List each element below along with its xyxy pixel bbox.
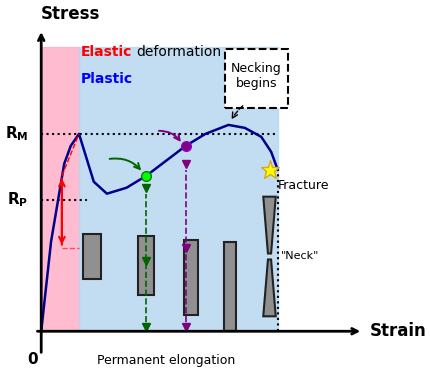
Text: Fracture: Fracture <box>277 179 329 192</box>
Bar <box>183 240 197 315</box>
Text: Stress: Stress <box>41 5 100 23</box>
Text: Permanent elongation: Permanent elongation <box>97 354 235 367</box>
Bar <box>79 47 277 331</box>
Bar <box>83 234 101 279</box>
FancyBboxPatch shape <box>224 49 287 108</box>
Polygon shape <box>263 197 275 254</box>
Polygon shape <box>263 260 275 316</box>
Text: Plastic: Plastic <box>81 72 133 86</box>
Bar <box>223 242 236 331</box>
Bar <box>138 236 154 295</box>
Text: Elastic: Elastic <box>81 45 132 59</box>
Text: Strain: Strain <box>369 322 425 340</box>
Text: deformation: deformation <box>136 45 221 59</box>
Text: $\mathbf{R_M}$: $\mathbf{R_M}$ <box>5 125 28 143</box>
Bar <box>41 47 79 331</box>
Text: "Neck": "Neck" <box>280 251 318 261</box>
Text: $\mathbf{R_P}$: $\mathbf{R_P}$ <box>7 190 28 209</box>
Text: 0: 0 <box>28 352 38 367</box>
Text: Necking
begins: Necking begins <box>230 62 281 89</box>
